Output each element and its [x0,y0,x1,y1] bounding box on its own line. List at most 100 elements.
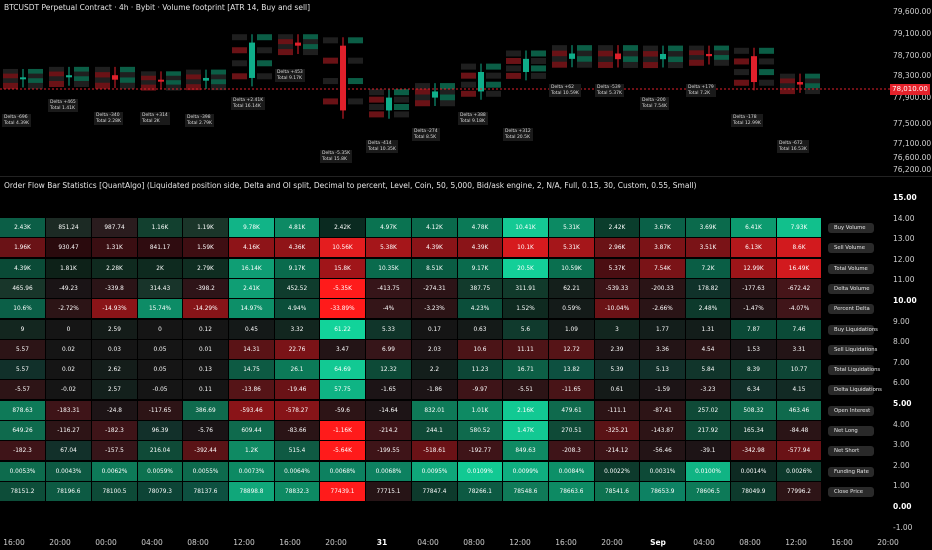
candle-body [660,53,666,60]
footprint-ask-box [623,56,638,63]
table-cell: 0.11 [183,380,229,401]
table-cell: 987.74 [92,218,138,238]
footprint-ask-box [166,75,181,82]
indicator-axis-tick: 15.00 [893,193,917,202]
table-cell: -214.2 [366,421,412,441]
candle-body [478,71,484,92]
footprint-ask-box [303,49,318,56]
footprint-ask-box [303,39,318,46]
table-cell: -4% [366,299,412,320]
table-cell: 12.72 [549,339,595,360]
table-cell: 9.17K [458,258,503,279]
table-cell: -59.6 [320,400,366,421]
table-cell: 5.6 [503,319,549,340]
table-cell: 1.47K [503,421,549,441]
table-cell: 0.0100% [686,461,731,482]
table-cell: 1.53 [731,339,777,360]
table-cell: 878.63 [0,400,46,421]
table-cell: 78606.5 [686,481,731,502]
table-cell: 10.56K [320,238,366,259]
total-readout: Total 8.5K [414,134,437,140]
total-readout: Total 2K [142,118,160,124]
footprint-bid-box [643,45,658,52]
pane-divider[interactable] [0,176,932,177]
table-cell: -199.55 [366,441,412,462]
table-cell: 0.0084% [549,461,595,482]
footprint-ask-box [211,79,226,86]
table-cell: 165.34 [731,421,777,441]
table-cell: 930.47 [46,238,92,259]
delta-readout: Delta +314 [142,113,168,118]
table-cell: 78049.9 [731,481,777,502]
price-axis-tick: 79,100.00 [893,29,932,38]
candle-body [66,75,72,78]
footprint-bid-box [95,72,110,79]
table-cell: -143.87 [640,421,686,441]
footprint-bid-box [415,100,430,107]
table-cell: -183.31 [46,400,92,421]
table-cell: 1.96K [0,238,46,259]
footprint-ask-box [348,78,363,85]
footprint-annotation: Delta +465 Total 1.41K [48,99,78,112]
footprint-ask-box [531,57,546,64]
table-cell: -14.64 [366,400,412,421]
table-cell: -3.23% [412,299,458,320]
time-axis-tick: 00:00 [95,538,117,547]
table-cell: -1.86 [412,380,458,401]
table-cell: 9.78K [229,218,275,238]
table-cell: 5.38K [366,238,412,259]
footprint-candles[interactable] [0,0,932,175]
footprint-annotation: Delta -200 Total 7.54K [640,97,669,110]
candle-body [751,56,757,83]
table-cell: 15.74% [138,299,183,320]
footprint-bid-box [369,111,384,118]
table-cell: 1.77 [640,319,686,340]
footprint-annotation: Delta +312 Total 20.5K [503,128,533,141]
footprint-ask-box [120,66,135,73]
table-cell: 2.42K [595,218,640,238]
table-cell: 0.0026% [777,461,822,482]
table-cell: 0.02 [46,339,92,360]
time-axis-tick: 16:00 [279,538,301,547]
footprint-bid-box [506,57,521,64]
table-cell: -39.1 [686,441,731,462]
footprint-ask-box [486,63,501,70]
footprint-ask-box [577,50,592,57]
table-cell: 479.61 [549,400,595,421]
table-cell: 4.97K [366,218,412,238]
table-cell: 5.33 [366,319,412,340]
table-cell: 0.05 [138,339,183,360]
table-cell: 0.12 [183,319,229,340]
footprint-bid-box [278,39,293,46]
table-cell: 10.59K [549,258,595,279]
indicator-axis-tick: 4.00 [893,419,910,429]
footprint-ask-box [303,34,318,41]
table-cell: 6.13K [731,238,777,259]
total-readout: Total 2.79K [187,120,212,126]
time-axis-tick: 20:00 [601,538,623,547]
table-cell: 609.44 [229,421,275,441]
total-readout: Total 4.39K [4,120,29,126]
table-cell: 5.37K [595,258,640,279]
footprint-ask-box [623,50,638,57]
price-chart-pane[interactable]: BTCUSDT Perpetual Contract · 4h · Bybit … [0,0,932,175]
footprint-ask-box [348,98,363,105]
table-cell: 1.31K [92,238,138,259]
footprint-bid-box [323,57,338,64]
footprint-ask-box [74,66,89,73]
table-cell: 22.76 [275,339,320,360]
price-axis-tick: 78,300.00 [893,71,932,80]
footprint-bid-box [552,50,567,57]
footprint-ask-box [577,56,592,63]
footprint-ask-box [166,80,181,87]
table-cell: 14.31 [229,339,275,360]
table-cell: 0.0099% [503,461,549,482]
table-cell: 62.21 [549,278,595,299]
footprint-bid-box [506,72,521,79]
footprint-ask-box [440,100,455,107]
footprint-bid-box [141,80,156,87]
table-cell: 8.6K [777,238,822,259]
table-cell: 11.23 [458,360,503,381]
total-readout: Total 16.14K [233,103,261,109]
footprint-bid-box [598,45,613,52]
